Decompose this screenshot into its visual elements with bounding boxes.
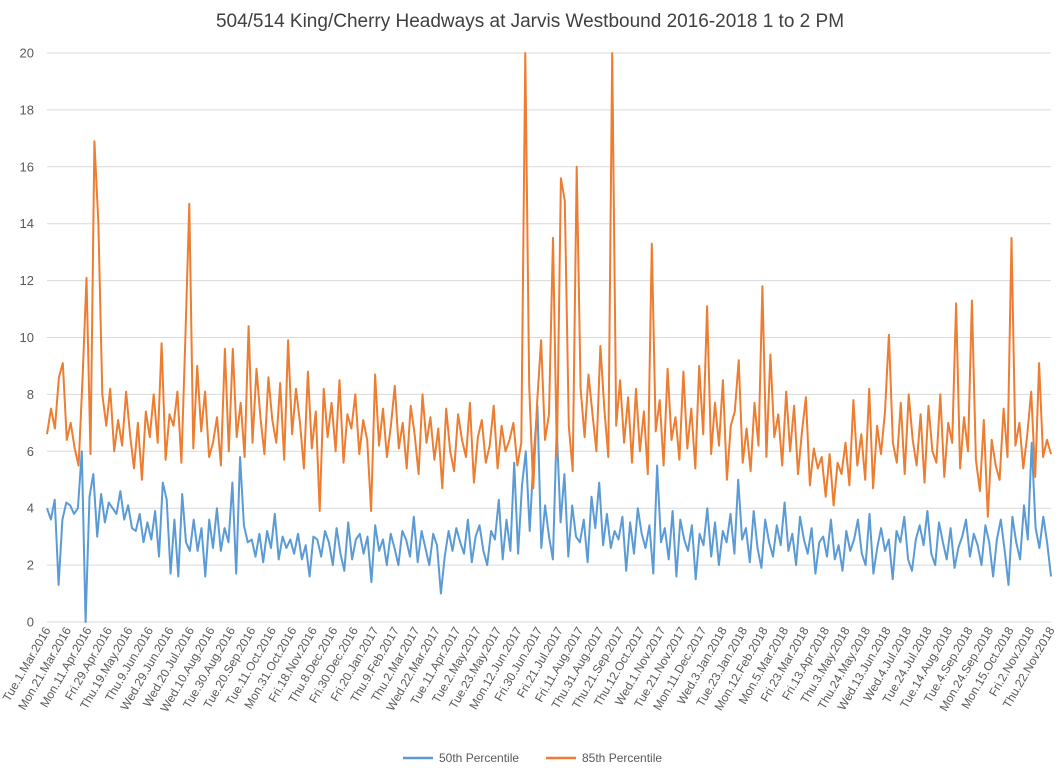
legend: 50th Percentile 85th Percentile bbox=[403, 751, 662, 765]
y-tick-label: 18 bbox=[20, 102, 34, 117]
x-axis-tick-labels: Tue.1.Mar.2016Mon.21.Mar.2016Mon.11.Apr.… bbox=[0, 624, 1058, 714]
series-lines bbox=[46, 52, 1052, 623]
series-line-50th-percentile bbox=[46, 404, 1052, 623]
legend-label-85th: 85th Percentile bbox=[582, 751, 662, 765]
legend-label-50th: 50th Percentile bbox=[439, 751, 519, 765]
y-tick-label: 6 bbox=[27, 444, 34, 459]
series-line-85th-percentile bbox=[46, 52, 1052, 518]
y-tick-label: 4 bbox=[27, 501, 34, 516]
y-tick-label: 8 bbox=[27, 387, 34, 402]
y-axis-tick-labels: 0 2 4 6 8 10 12 14 16 18 20 bbox=[20, 46, 34, 630]
y-tick-label: 12 bbox=[20, 273, 34, 288]
y-tick-label: 2 bbox=[27, 558, 34, 573]
y-tick-label: 20 bbox=[20, 46, 34, 61]
y-tick-label: 0 bbox=[27, 615, 34, 630]
y-tick-label: 10 bbox=[20, 330, 34, 345]
y-tick-label: 16 bbox=[20, 159, 34, 174]
y-tick-label: 14 bbox=[20, 216, 34, 231]
chart-title: 504/514 King/Cherry Headways at Jarvis W… bbox=[216, 11, 844, 32]
gridlines bbox=[47, 52, 1051, 566]
